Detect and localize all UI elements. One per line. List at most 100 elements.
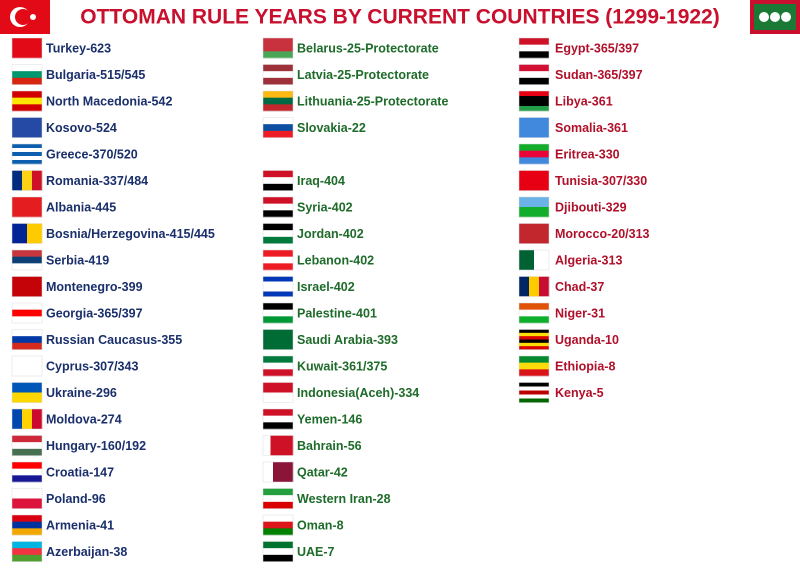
country-entry: Palestine-401 xyxy=(297,306,377,320)
country-entry: Poland-96 xyxy=(46,492,106,506)
flag-border xyxy=(262,541,294,562)
flag-stripe xyxy=(263,495,293,503)
flag xyxy=(11,223,43,244)
flag xyxy=(518,37,550,59)
flag-border xyxy=(518,90,550,112)
flag-border xyxy=(11,514,43,536)
flag xyxy=(262,276,294,297)
flag-stripe xyxy=(263,548,293,556)
flag xyxy=(518,382,550,403)
flag-stripe xyxy=(12,91,42,98)
flag-stripe xyxy=(263,256,293,264)
flag-stripe xyxy=(519,332,549,337)
flag-stripe xyxy=(519,356,549,363)
flag-stripe xyxy=(519,394,549,399)
country-entry: Ukraine-296 xyxy=(46,386,117,400)
flag-stripe xyxy=(32,409,43,429)
flag xyxy=(518,196,550,218)
flag-stripe xyxy=(12,392,42,403)
country-entry: Bahrain-56 xyxy=(297,439,362,453)
flag-stripe xyxy=(12,356,42,377)
flag-stripe xyxy=(519,346,549,350)
flag xyxy=(11,461,43,483)
flag-stripe xyxy=(263,356,293,363)
flag-stripe xyxy=(12,448,42,456)
flag-border xyxy=(11,329,43,350)
flag-stripe xyxy=(263,501,293,509)
flag-stripe xyxy=(263,223,293,231)
flag-border xyxy=(518,117,550,138)
flag-stripe xyxy=(519,362,549,370)
country-entry: Georgia-365/397 xyxy=(46,306,143,320)
country-entry: Armenia-41 xyxy=(46,518,114,532)
flag xyxy=(11,355,43,377)
flag xyxy=(518,223,550,244)
country-entry: Syria-402 xyxy=(297,200,353,214)
flag xyxy=(518,329,550,350)
country-entry: Libya-361 xyxy=(555,94,613,108)
flag-stripe xyxy=(12,263,42,271)
flag-border xyxy=(518,196,550,218)
flag-stripe xyxy=(263,183,293,191)
country-entry: Kuwait-361/375 xyxy=(297,359,387,373)
flag-stripe xyxy=(519,44,549,52)
country-entry: Albania-445 xyxy=(46,200,116,214)
flag xyxy=(518,64,550,85)
flag-stripe xyxy=(12,170,23,191)
flag-stripe xyxy=(263,329,293,350)
flag-stripe xyxy=(12,38,42,59)
flag-stripe xyxy=(12,64,42,72)
country-entry: Morocco-20/313 xyxy=(555,227,650,241)
flag-stripe xyxy=(519,170,549,191)
flag-border xyxy=(11,461,43,483)
flag xyxy=(11,514,43,536)
flag-border xyxy=(518,302,550,324)
flag xyxy=(11,64,43,85)
flag-stripe xyxy=(263,409,293,416)
flag-stripe xyxy=(263,91,293,98)
flag xyxy=(11,382,43,403)
flag-stripe xyxy=(12,152,42,157)
flag xyxy=(262,541,294,562)
flag-stripe xyxy=(519,64,549,72)
flag-stripe xyxy=(12,71,42,79)
flag xyxy=(262,302,294,324)
country-entry: Serbia-419 xyxy=(46,253,109,267)
flag-stripe xyxy=(519,339,549,344)
flag-stripe xyxy=(539,276,550,297)
country-entry: Latvia-25-Protectorate xyxy=(297,68,429,82)
flag xyxy=(262,196,294,218)
country-entry: Russian Caucasus-355 xyxy=(46,333,182,347)
flag-stripe xyxy=(12,77,42,85)
flag-stripe xyxy=(263,130,293,138)
flag-stripe xyxy=(263,382,293,393)
country-entry: UAE-7 xyxy=(297,545,335,559)
flag xyxy=(11,196,43,218)
flag-stripe xyxy=(12,309,42,317)
flag xyxy=(262,355,294,377)
flag-stripe xyxy=(283,462,294,482)
turkey-flag-title xyxy=(0,0,50,34)
country-entry: Eritrea-330 xyxy=(555,147,620,161)
flag xyxy=(11,541,43,562)
flag-stripe xyxy=(12,156,42,161)
country-entry: Indonesia(Aceh)-334 xyxy=(297,386,419,400)
flag-border xyxy=(11,90,43,112)
flag xyxy=(11,302,43,324)
country-entry: Qatar-42 xyxy=(297,465,348,479)
flag-border xyxy=(518,249,550,271)
flag-stripe xyxy=(12,382,42,393)
flag-border xyxy=(11,223,43,244)
flag-border xyxy=(11,302,43,324)
flag-border xyxy=(262,302,294,324)
flag xyxy=(518,355,550,377)
flag-stripe xyxy=(12,442,42,450)
country-entry: Uganda-10 xyxy=(555,333,619,347)
flag-stripe xyxy=(12,488,42,499)
flag-border xyxy=(262,355,294,377)
country-entry: Kenya-5 xyxy=(555,386,604,400)
flag xyxy=(11,90,43,112)
flag xyxy=(11,170,43,191)
flag-stripe xyxy=(263,250,293,257)
country-entry: Lithuania-25-Protectorate xyxy=(297,94,448,108)
